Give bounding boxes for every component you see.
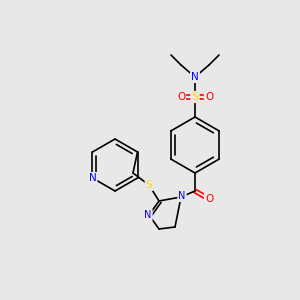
Text: N: N	[191, 72, 199, 82]
Text: O: O	[205, 194, 213, 204]
Text: N: N	[88, 173, 96, 183]
Text: S: S	[191, 92, 199, 102]
Text: O: O	[205, 92, 213, 102]
Text: N: N	[144, 210, 152, 220]
Text: S: S	[146, 180, 152, 190]
Text: O: O	[177, 92, 185, 102]
Text: N: N	[178, 191, 186, 201]
